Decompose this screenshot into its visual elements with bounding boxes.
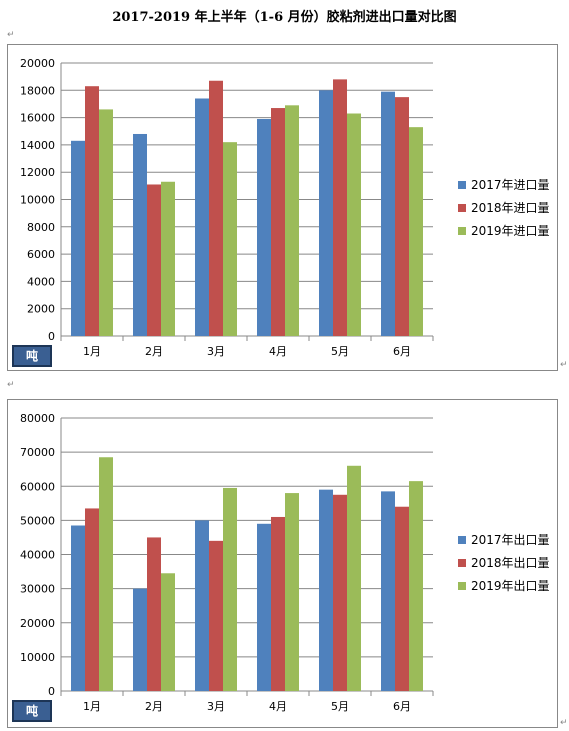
y-tick-label: 60000 — [20, 480, 55, 493]
export-volume-chart: 80000 70000 60000 50000 40000 30000 20000 10000… — [7, 399, 558, 728]
x-category-label: 2月 — [145, 700, 163, 713]
import-chart-plot: 2000018000160001400012000100008000600040… — [20, 57, 434, 358]
legend-label: 2018年进口量 — [471, 201, 550, 215]
unit-label: 吨 — [12, 345, 52, 367]
y-tick-label: 80000 — [20, 412, 55, 425]
y-tick-label: 50000 — [20, 514, 55, 527]
bar-2017-4 — [257, 523, 271, 691]
legend-swatch — [458, 180, 466, 189]
paragraph-mark: ↵ — [560, 718, 568, 728]
paragraph-mark: ↵ — [7, 380, 15, 390]
legend-item: 2019年进口量 — [458, 219, 550, 242]
bar-2019-2 — [161, 181, 175, 336]
bar-2018-3 — [209, 540, 223, 691]
legend-swatch — [458, 581, 466, 590]
bar-2019-1 — [99, 457, 113, 691]
x-category-label: 1月 — [83, 700, 101, 713]
y-tick-label: 6000 — [27, 248, 55, 261]
bar-2019-1 — [99, 109, 113, 336]
legend-swatch — [458, 203, 466, 212]
y-tick-label: 0 — [48, 685, 55, 698]
y-tick-label: 0 — [48, 330, 55, 343]
bar-2019-3 — [223, 142, 237, 336]
y-tick-label: 40000 — [20, 549, 55, 562]
bar-2017-6 — [381, 91, 395, 336]
bar-2017-3 — [195, 520, 209, 691]
chart-legend: 2017年出口量 2018年出口量 2019年出口量 — [458, 528, 550, 597]
y-tick-label: 14000 — [20, 139, 55, 152]
bar-2017-2 — [133, 588, 147, 691]
bar-2017-1 — [71, 525, 85, 691]
y-tick-label: 8000 — [27, 221, 55, 234]
bar-2018-4 — [271, 108, 285, 336]
bar-2018-6 — [395, 97, 409, 336]
legend-label: 2017年出口量 — [471, 533, 550, 547]
y-tick-label: 16000 — [20, 112, 55, 125]
legend-swatch — [458, 558, 466, 567]
bar-2017-3 — [195, 98, 209, 336]
x-category-label: 1月 — [83, 345, 101, 358]
x-category-label: 5月 — [331, 345, 349, 358]
bar-2019-5 — [347, 465, 361, 691]
legend-label: 2019年出口量 — [471, 579, 550, 593]
bar-2018-5 — [333, 494, 347, 691]
x-category-label: 6月 — [393, 700, 411, 713]
chart-legend: 2017年进口量 2018年进口量 2019年进口量 — [458, 173, 550, 242]
y-tick-label: 30000 — [20, 583, 55, 596]
legend-label: 2018年出口量 — [471, 556, 550, 570]
bar-2019-5 — [347, 113, 361, 336]
x-category-label: 4月 — [269, 700, 287, 713]
y-tick-label: 18000 — [20, 84, 55, 97]
bar-2017-2 — [133, 133, 147, 336]
legend-item: 2017年出口量 — [458, 528, 550, 551]
legend-item: 2017年进口量 — [458, 173, 550, 196]
legend-label: 2017年进口量 — [471, 178, 550, 192]
x-category-label: 6月 — [393, 345, 411, 358]
import-volume-chart: 20000 18000 16000 14000 12000 10000 8000 6000 40… — [7, 44, 558, 371]
bar-2018-5 — [333, 79, 347, 336]
y-tick-label: 10000 — [20, 194, 55, 207]
y-tick-label: 70000 — [20, 446, 55, 459]
bar-2017-1 — [71, 140, 85, 336]
x-category-label: 4月 — [269, 345, 287, 358]
y-tick-label: 4000 — [27, 275, 55, 288]
bar-2017-6 — [381, 491, 395, 691]
bar-2018-1 — [85, 508, 99, 691]
bar-2019-3 — [223, 487, 237, 691]
bar-2017-4 — [257, 118, 271, 336]
bar-2018-6 — [395, 506, 409, 691]
x-category-label: 2月 — [145, 345, 163, 358]
bar-2018-3 — [209, 80, 223, 336]
bar-2017-5 — [319, 90, 333, 336]
x-category-label: 5月 — [331, 700, 349, 713]
export-chart-plot: 80000 70000 60000 50000 40000 30000 20000 10000… — [20, 412, 434, 713]
x-category-label: 3月 — [207, 345, 225, 358]
bar-2018-2 — [147, 184, 161, 336]
legend-swatch — [458, 535, 466, 544]
paragraph-mark: ↵ — [560, 360, 568, 370]
y-tick-label: 2000 — [27, 303, 55, 316]
legend-swatch — [458, 226, 466, 235]
bar-2018-1 — [85, 86, 99, 336]
legend-item: 2018年进口量 — [458, 196, 550, 219]
y-tick-label: 20000 — [20, 617, 55, 630]
y-tick-label: 12000 — [20, 166, 55, 179]
legend-item: 2019年出口量 — [458, 574, 550, 597]
legend-label: 2019年进口量 — [471, 224, 550, 238]
paragraph-mark: ↵ — [7, 30, 15, 40]
bar-2017-5 — [319, 489, 333, 691]
bar-2019-6 — [409, 481, 423, 691]
bar-2019-4 — [285, 105, 299, 336]
y-tick-label: 10000 — [20, 651, 55, 664]
page-title: 2017-2019 年上半年（1-6 月份）胶粘剂进出口量对比图 — [112, 10, 457, 25]
unit-label: 吨 — [12, 700, 52, 722]
legend-item: 2018年出口量 — [458, 551, 550, 574]
x-category-label: 3月 — [207, 700, 225, 713]
bar-2018-2 — [147, 537, 161, 691]
bar-2019-6 — [409, 127, 423, 336]
bar-2019-2 — [161, 573, 175, 691]
y-tick-label: 20000 — [20, 57, 55, 70]
bar-2018-4 — [271, 516, 285, 691]
bar-2019-4 — [285, 493, 299, 691]
